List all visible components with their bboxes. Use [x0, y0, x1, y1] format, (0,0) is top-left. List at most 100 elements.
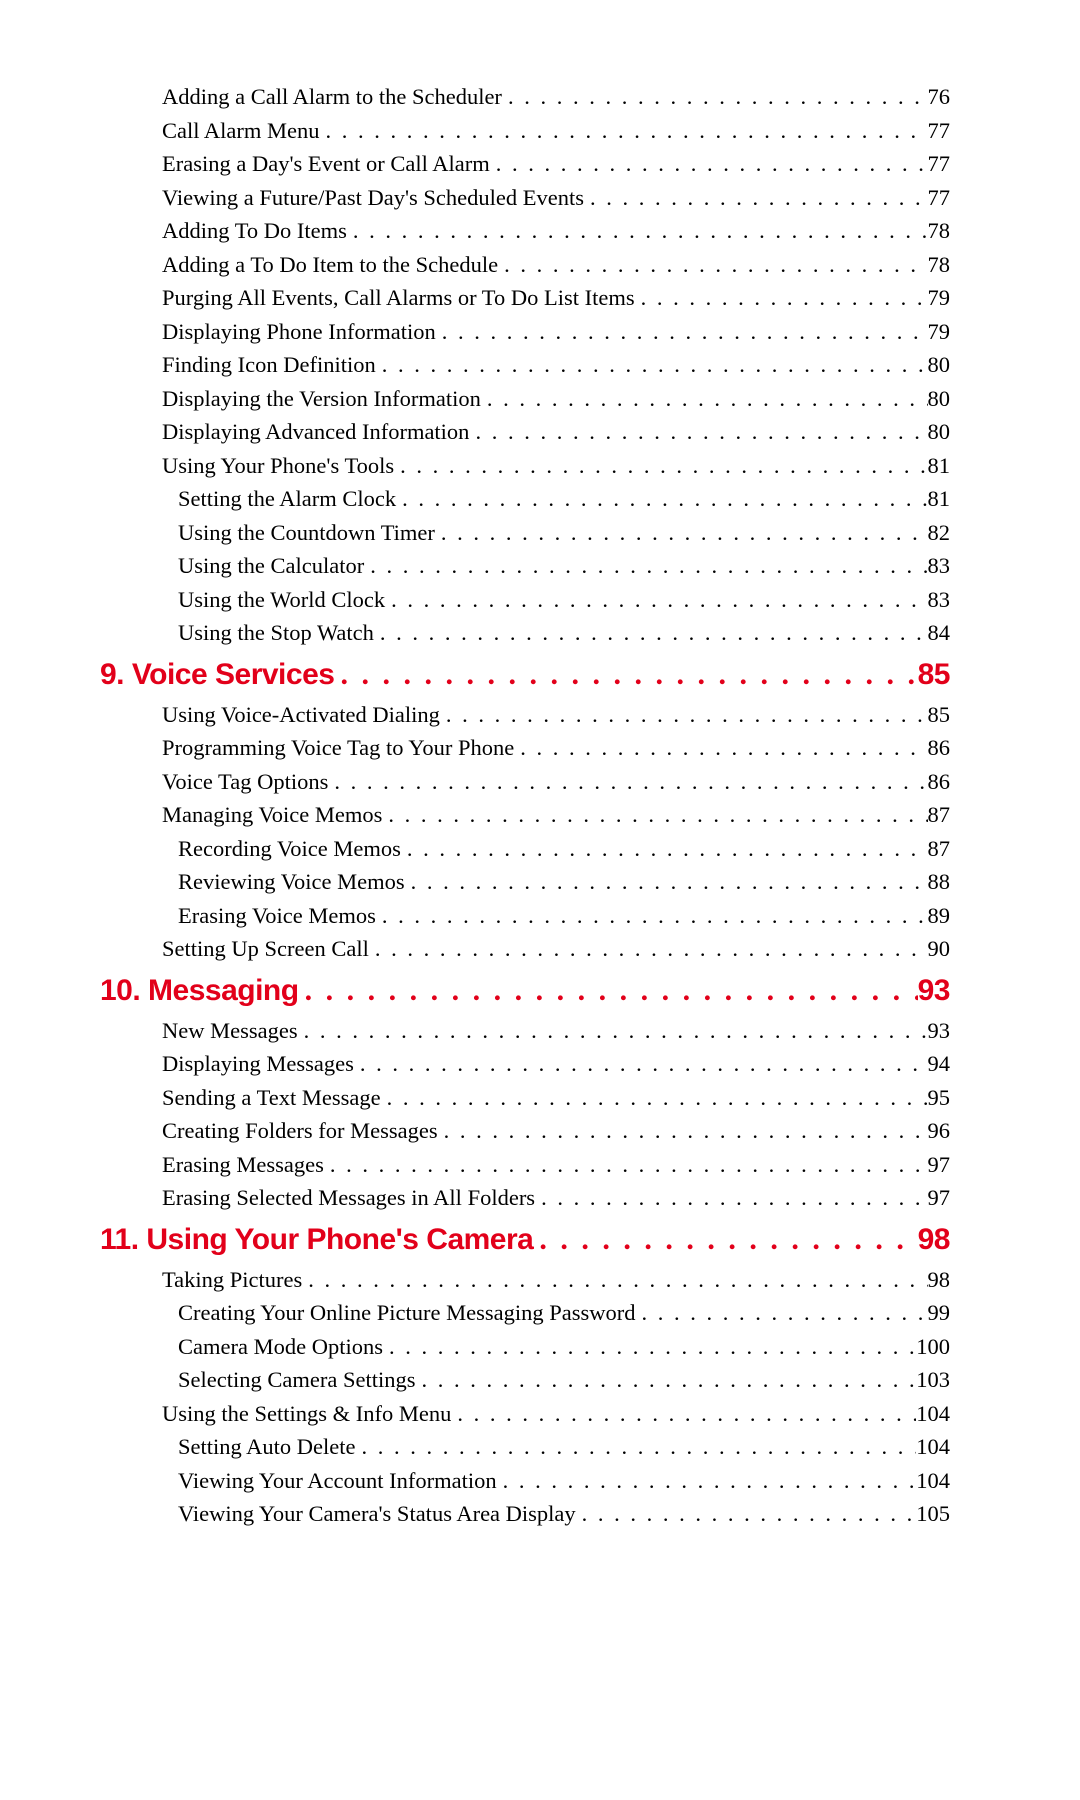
page-number: 90: [928, 932, 951, 966]
page-number: 81: [928, 482, 951, 516]
toc-chapter-row: 9. Voice Services85: [100, 654, 950, 696]
entry-title: Setting Up Screen Call: [162, 932, 369, 966]
toc-entry-row: Programming Voice Tag to Your Phone 86: [100, 731, 950, 765]
leader-dots: [435, 516, 928, 550]
entry-title: Managing Voice Memos: [162, 798, 382, 832]
page-number: 81: [928, 449, 951, 483]
entry-title: Taking Pictures: [162, 1263, 302, 1297]
table-of-contents: Adding a Call Alarm to the Scheduler76Ca…: [100, 80, 950, 1531]
leader-dots: [635, 281, 928, 315]
entry-title: Displaying Messages: [162, 1047, 354, 1081]
entry-title: Setting Auto Delete: [178, 1430, 355, 1464]
entry-title: Erasing Messages: [162, 1148, 324, 1182]
leader-dots: [497, 1464, 917, 1498]
page-number: 77: [928, 147, 951, 181]
page-number: 89: [928, 899, 951, 933]
toc-entry-row: Managing Voice Memos 87: [100, 798, 950, 832]
leader-dots: [451, 1397, 916, 1431]
page-number: 94: [928, 1047, 951, 1081]
toc-entry-row: Setting the Alarm Clock 81: [100, 482, 950, 516]
entry-title: Erasing Selected Messages in All Folders: [162, 1181, 535, 1215]
entry-title: Recording Voice Memos: [178, 832, 401, 866]
toc-entry-row: Viewing Your Account Information104: [100, 1464, 950, 1498]
toc-chapter-row: 10. Messaging93: [100, 970, 950, 1012]
leader-dots: [385, 583, 927, 617]
page-number: 87: [928, 798, 951, 832]
leader-dots: [394, 449, 927, 483]
leader-dots: [584, 181, 927, 215]
entry-title: Purging All Events, Call Alarms or To Do…: [162, 281, 635, 315]
entry-title: Displaying the Version Information: [162, 382, 481, 416]
entry-title: Voice Tag Options: [162, 765, 328, 799]
toc-entry-row: Camera Mode Options100: [100, 1330, 950, 1364]
toc-entry-row: Displaying Advanced Information80: [100, 415, 950, 449]
leader-dots: [376, 899, 928, 933]
entry-title: Programming Voice Tag to Your Phone: [162, 731, 514, 765]
leader-dots: [533, 1219, 917, 1261]
entry-title: Call Alarm Menu: [162, 114, 319, 148]
toc-entry-row: Recording Voice Memos 87: [100, 832, 950, 866]
page-number: 87: [928, 832, 951, 866]
leader-dots: [299, 970, 918, 1012]
leader-dots: [469, 415, 927, 449]
entry-title: Creating Folders for Messages: [162, 1114, 438, 1148]
leader-dots: [635, 1296, 927, 1330]
leader-dots: [396, 482, 927, 516]
leader-dots: [514, 731, 927, 765]
leader-dots: [298, 1014, 928, 1048]
leader-dots: [381, 1081, 928, 1115]
page-number: 103: [916, 1363, 950, 1397]
entry-title: Using the Stop Watch: [178, 616, 374, 650]
page-number: 78: [928, 248, 951, 282]
toc-entry-row: Purging All Events, Call Alarms or To Do…: [100, 281, 950, 315]
entry-title: Using the World Clock: [178, 583, 385, 617]
toc-entry-row: Using the Stop Watch 84: [100, 616, 950, 650]
leader-dots: [382, 798, 927, 832]
toc-entry-row: Voice Tag Options86: [100, 765, 950, 799]
page-number: 82: [928, 516, 951, 550]
entry-title: Using the Calculator: [178, 549, 364, 583]
toc-entry-row: Erasing a Day's Event or Call Alarm 77: [100, 147, 950, 181]
toc-chapter-row: 11. Using Your Phone's Camera98: [100, 1219, 950, 1261]
entry-title: Creating Your Online Picture Messaging P…: [178, 1296, 635, 1330]
toc-entry-row: Erasing Voice Memos89: [100, 899, 950, 933]
leader-dots: [405, 865, 928, 899]
page-number: 93: [918, 970, 950, 1012]
entry-title: Viewing a Future/Past Day's Scheduled Ev…: [162, 181, 584, 215]
entry-title: Erasing a Day's Event or Call Alarm: [162, 147, 490, 181]
toc-entry-row: Setting Up Screen Call 90: [100, 932, 950, 966]
leader-dots: [319, 114, 927, 148]
leader-dots: [302, 1263, 927, 1297]
entry-title: Using the Settings & Info Menu: [162, 1397, 451, 1431]
entry-title: Setting the Alarm Clock: [178, 482, 396, 516]
page-number: 105: [916, 1497, 950, 1531]
leader-dots: [334, 654, 917, 696]
toc-entry-row: Sending a Text Message95: [100, 1081, 950, 1115]
toc-entry-row: Using Your Phone's Tools 81: [100, 449, 950, 483]
page-number: 86: [928, 731, 951, 765]
leader-dots: [576, 1497, 917, 1531]
page-number: 104: [916, 1464, 950, 1498]
page-number: 83: [928, 583, 951, 617]
leader-dots: [347, 214, 928, 248]
page-number: 97: [928, 1181, 951, 1215]
toc-entry-row: Using the Settings & Info Menu 104: [100, 1397, 950, 1431]
toc-entry-row: Creating Folders for Messages96: [100, 1114, 950, 1148]
entry-title: Using Your Phone's Tools: [162, 449, 394, 483]
page-number: 83: [928, 549, 951, 583]
entry-title: New Messages: [162, 1014, 298, 1048]
toc-entry-row: Using the Calculator 83: [100, 549, 950, 583]
leader-dots: [369, 932, 928, 966]
leader-dots: [324, 1148, 928, 1182]
page-number: 77: [928, 114, 951, 148]
entry-title: Adding To Do Items: [162, 214, 347, 248]
page-number: 104: [916, 1397, 950, 1431]
page-number: 84: [928, 616, 951, 650]
page-number: 80: [928, 415, 951, 449]
leader-dots: [364, 549, 927, 583]
page-number: 85: [928, 698, 951, 732]
toc-entry-row: Viewing a Future/Past Day's Scheduled Ev…: [100, 181, 950, 215]
leader-dots: [481, 382, 928, 416]
leader-dots: [535, 1181, 927, 1215]
toc-entry-row: Viewing Your Camera's Status Area Displa…: [100, 1497, 950, 1531]
